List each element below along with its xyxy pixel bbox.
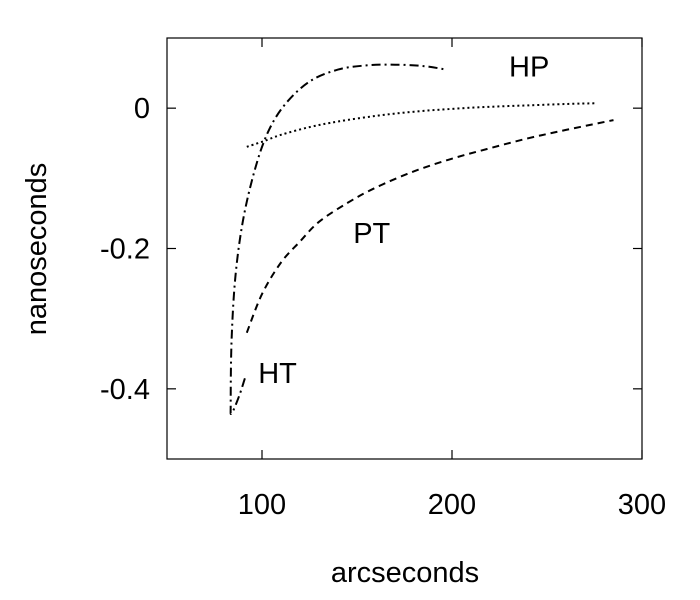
y-tick-label: -0.2	[100, 234, 150, 266]
series-line-ht	[229, 63, 447, 415]
y-tick-label: -0.4	[100, 374, 150, 406]
series-line-hp	[246, 102, 595, 148]
y-tick-label: 0	[134, 93, 150, 125]
series-line-pt	[245, 119, 614, 334]
series-group	[229, 63, 614, 415]
x-axis-label: arcseconds	[331, 557, 479, 589]
axis-ticks	[167, 38, 643, 459]
curve-label-ht: HT	[258, 358, 297, 390]
x-tick-label: 200	[428, 489, 476, 521]
curve-label-hp: HP	[509, 52, 549, 84]
tick-labels: 100 200 300 0 -0.2 -0.4	[100, 93, 666, 521]
x-tick-label: 100	[238, 489, 286, 521]
curve-labels: HP PT HT	[258, 52, 549, 391]
curve-label-pt: PT	[353, 218, 390, 250]
y-axis-label: nanoseconds	[21, 163, 53, 336]
x-tick-label: 300	[618, 489, 666, 521]
